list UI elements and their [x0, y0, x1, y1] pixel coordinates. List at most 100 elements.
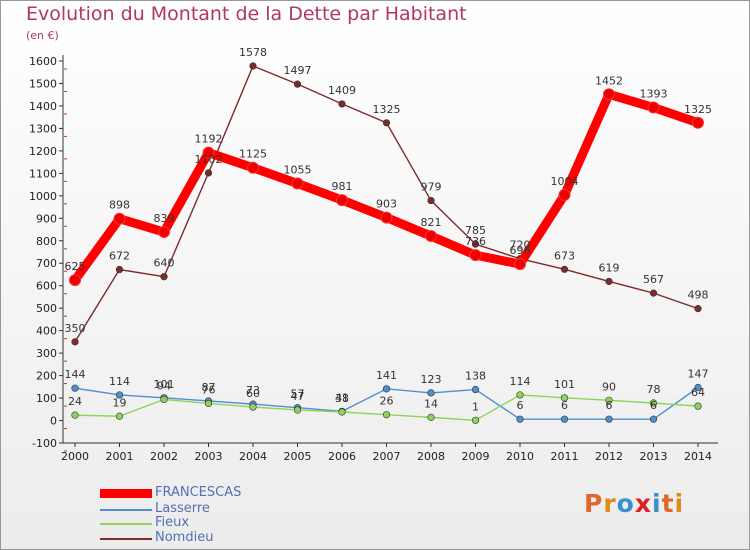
- data-point-fieux: [382, 411, 391, 419]
- data-point-fieux: [338, 408, 346, 416]
- data-label-lasserre: 101: [154, 378, 175, 391]
- y-tick-label: -100: [32, 437, 57, 450]
- y-tick-label: 1300: [29, 122, 57, 135]
- data-label-fieux: 101: [554, 378, 575, 391]
- data-label-francescas: 981: [332, 180, 353, 193]
- data-label-nomdieu: 1578: [239, 46, 267, 59]
- data-point-francescas: [158, 226, 170, 239]
- data-label-lasserre: 138: [465, 370, 486, 383]
- legend-label: FRANCESCAS: [155, 485, 242, 500]
- data-label-francescas: 1125: [239, 148, 267, 161]
- data-label-fieux: 26: [380, 395, 394, 408]
- data-label-lasserre: 73: [246, 384, 260, 397]
- data-point-lasserre: [560, 415, 569, 423]
- data-label-francescas: 839: [154, 212, 175, 225]
- legend-swatch: [100, 523, 152, 525]
- y-tick-label: 200: [36, 370, 57, 383]
- data-point-francescas: [336, 194, 348, 207]
- data-point-francescas: [202, 146, 215, 159]
- data-point-nomdieu: [649, 289, 658, 297]
- chart-title: Evolution du Montant de la Dette par Hab…: [26, 3, 467, 25]
- y-tick-label: 500: [36, 302, 57, 315]
- data-point-lasserre: [516, 415, 524, 423]
- data-label-lasserre: 57: [291, 388, 305, 401]
- data-label-nomdieu: 673: [554, 249, 575, 262]
- data-point-nomdieu: [605, 277, 613, 286]
- data-label-francescas: 1325: [684, 103, 712, 116]
- x-tick-label: 2009: [462, 450, 490, 463]
- data-point-fieux: [649, 399, 658, 407]
- data-point-lasserre: [115, 391, 124, 399]
- data-label-francescas: 625: [65, 260, 86, 273]
- y-tick-label: 900: [36, 212, 57, 225]
- data-point-nomdieu: [71, 338, 79, 346]
- legend-item-lasserre: Lasserre: [100, 501, 300, 518]
- data-label-francescas: 1452: [595, 74, 623, 87]
- data-point-nomdieu: [204, 169, 213, 177]
- x-tick-label: 2013: [640, 450, 668, 463]
- data-label-francescas: 898: [109, 199, 130, 212]
- data-point-nomdieu: [382, 119, 391, 127]
- data-point-nomdieu: [338, 100, 346, 108]
- data-label-lasserre: 87: [202, 381, 216, 394]
- data-point-lasserre: [427, 389, 435, 397]
- x-tick-label: 2004: [239, 450, 267, 463]
- data-label-nomdieu: 1102: [195, 153, 223, 166]
- data-label-fieux: 78: [647, 383, 661, 396]
- data-point-fieux: [293, 406, 302, 414]
- x-tick-label: 2006: [328, 450, 356, 463]
- data-label-francescas: 1393: [640, 88, 668, 101]
- data-point-francescas: [647, 101, 660, 114]
- data-point-fieux: [71, 411, 79, 419]
- data-label-fieux: 24: [68, 395, 82, 408]
- data-point-lasserre: [649, 415, 658, 423]
- x-tick-label: 2014: [684, 450, 712, 463]
- data-point-francescas: [113, 212, 126, 225]
- y-tick-label: 600: [36, 280, 57, 293]
- data-label-nomdieu: 1409: [328, 84, 356, 97]
- data-label-nomdieu: 720: [510, 239, 531, 252]
- y-tick-label: 800: [36, 235, 57, 248]
- y-tick-label: 1600: [29, 55, 57, 68]
- data-point-francescas: [558, 188, 571, 201]
- x-tick-label: 2011: [551, 450, 579, 463]
- data-label-nomdieu: 672: [109, 250, 130, 263]
- data-point-fieux: [160, 395, 168, 404]
- data-label-nomdieu: 640: [154, 257, 175, 270]
- logo-letter: i: [674, 489, 685, 518]
- data-label-francescas: 736: [465, 235, 486, 248]
- data-label-fieux: 60: [246, 387, 260, 400]
- legend-swatch: [100, 489, 152, 498]
- data-label-lasserre: 114: [109, 375, 130, 388]
- x-tick-label: 2010: [506, 450, 534, 463]
- logo-letter: i: [652, 489, 662, 518]
- data-label-francescas: 1004: [551, 175, 579, 188]
- data-point-nomdieu: [160, 273, 168, 281]
- data-label-fieux: 19: [113, 396, 127, 409]
- legend-swatch: [100, 538, 152, 540]
- data-label-francescas: 1055: [284, 163, 312, 176]
- legend-item-francescas: FRANCESCAS: [100, 485, 300, 502]
- data-point-francescas: [247, 161, 259, 174]
- data-point-nomdieu: [427, 196, 435, 205]
- y-tick-label: 300: [36, 347, 57, 360]
- data-point-francescas: [425, 230, 437, 243]
- y-tick-label: 1500: [29, 77, 57, 90]
- data-point-fieux: [427, 413, 435, 421]
- data-point-nomdieu: [694, 305, 702, 313]
- data-point-lasserre: [694, 383, 702, 392]
- chart-unit: (en €): [26, 29, 59, 42]
- data-label-fieux: 1: [472, 400, 479, 413]
- logo-letter: x: [634, 489, 652, 518]
- y-tick-label: 100: [36, 392, 57, 405]
- data-point-fieux: [694, 402, 702, 410]
- data-label-lasserre: 41: [335, 391, 349, 404]
- data-point-francescas: [514, 258, 526, 271]
- x-tick-label: 2007: [373, 450, 401, 463]
- data-point-fieux: [204, 399, 213, 408]
- data-point-fieux: [605, 396, 613, 404]
- data-label-fieux: 38: [335, 392, 349, 405]
- data-label-nomdieu: 1497: [284, 64, 312, 77]
- logo-letter: P: [584, 489, 604, 518]
